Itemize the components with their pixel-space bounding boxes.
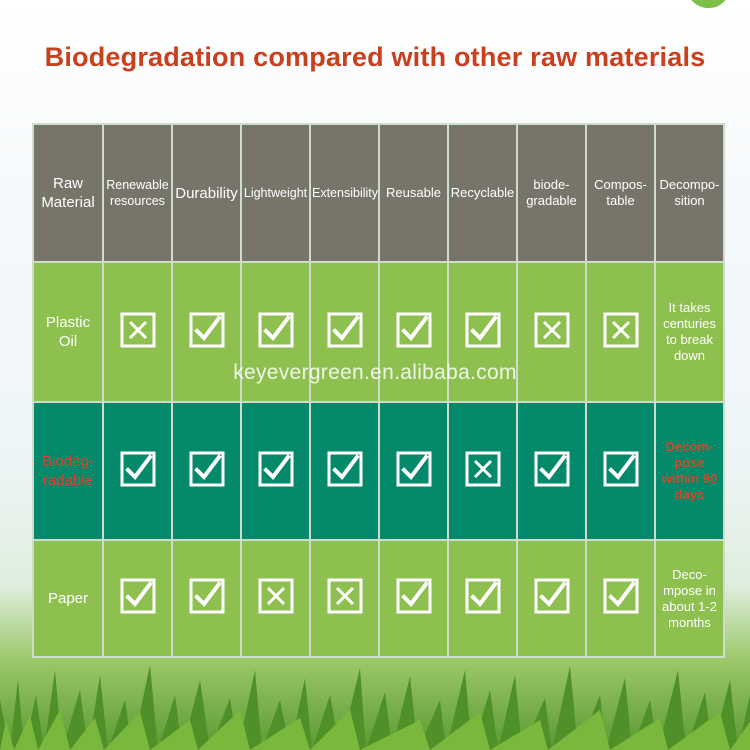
cross-icon	[327, 578, 363, 614]
check-icon	[327, 312, 363, 348]
header-row: Raw Material Renewable resources Durabil…	[32, 123, 725, 263]
header-lightweight: Lightweight	[240, 123, 311, 263]
mark-cell	[378, 539, 449, 658]
header-biodegradable: biode-gradable	[516, 123, 587, 263]
check-icon	[534, 578, 570, 614]
cross-icon	[258, 578, 294, 614]
mark-cell	[516, 539, 587, 658]
check-icon	[396, 578, 432, 614]
mark-cell	[171, 261, 242, 403]
check-icon	[258, 451, 294, 487]
check-icon	[603, 578, 639, 614]
decomposition-note: Deco-mpose in about 1-2 months	[654, 539, 725, 658]
check-icon	[327, 451, 363, 487]
mark-cell	[447, 261, 518, 403]
check-icon	[258, 312, 294, 348]
check-icon	[534, 451, 570, 487]
mark-cell	[378, 261, 449, 403]
check-icon	[465, 312, 501, 348]
mark-cell	[171, 401, 242, 541]
cross-icon	[120, 312, 156, 348]
mark-cell	[516, 401, 587, 541]
mark-cell	[240, 539, 311, 658]
header-extensibility: Extensibility	[309, 123, 380, 263]
mark-cell	[447, 539, 518, 658]
mark-cell	[585, 539, 656, 658]
row-paper: Paper Deco-mpose in about 1-2 months	[32, 539, 725, 658]
check-icon	[396, 451, 432, 487]
check-icon	[189, 578, 225, 614]
mark-cell	[240, 261, 311, 403]
mark-cell	[171, 539, 242, 658]
mark-cell	[309, 401, 380, 541]
check-icon	[120, 451, 156, 487]
cross-icon	[465, 451, 501, 487]
mark-cell	[102, 261, 173, 403]
row-label: Biodeg-radable	[32, 401, 104, 541]
header-raw-material: Raw Material	[32, 123, 104, 263]
header-decomposition: Decompo-sition	[654, 123, 725, 263]
row-label: Plastic Oil	[32, 261, 104, 403]
page-title: Biodegradation compared with other raw m…	[44, 42, 706, 72]
grass-decoration	[0, 665, 750, 750]
cross-icon	[603, 312, 639, 348]
header-renewable-resources: Renewable resources	[102, 123, 173, 263]
check-icon	[120, 578, 156, 614]
mark-cell	[585, 261, 656, 403]
mark-cell	[516, 261, 587, 403]
check-icon	[189, 312, 225, 348]
check-icon	[465, 578, 501, 614]
check-icon	[396, 312, 432, 348]
mark-cell	[309, 539, 380, 658]
header-reusable: Reusable	[378, 123, 449, 263]
mark-cell	[102, 401, 173, 541]
header-recyclable: Recyclable	[447, 123, 518, 263]
mark-cell	[102, 539, 173, 658]
row-biodegradable: Biodeg-radable Decom-pose within 90 days	[32, 401, 725, 541]
mark-cell	[447, 401, 518, 541]
decomposition-note: Decom-pose within 90 days	[654, 401, 725, 541]
check-icon	[189, 451, 225, 487]
comparison-table: Raw Material Renewable resources Durabil…	[32, 123, 725, 658]
check-icon	[603, 451, 639, 487]
row-label: Paper	[32, 539, 104, 658]
header-durability: Durability	[171, 123, 242, 263]
leaf-decoration	[686, 0, 734, 12]
mark-cell	[309, 261, 380, 403]
mark-cell	[378, 401, 449, 541]
cross-icon	[534, 312, 570, 348]
row-plastic-oil: Plastic Oil It takes centuries to break …	[32, 261, 725, 403]
mark-cell	[585, 401, 656, 541]
mark-cell	[240, 401, 311, 541]
header-compostable: Compos-table	[585, 123, 656, 263]
decomposition-note: It takes centuries to break down	[654, 261, 725, 403]
